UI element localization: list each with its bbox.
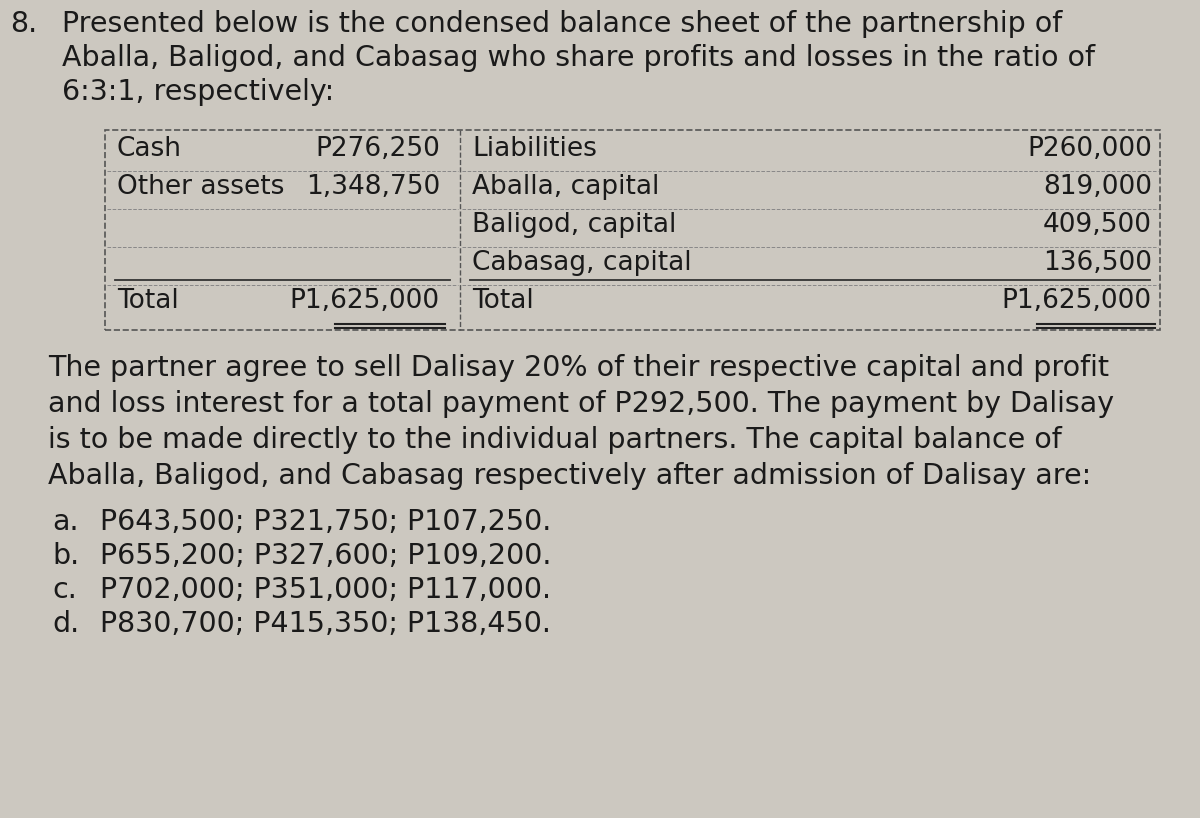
Text: Baligod, capital: Baligod, capital — [472, 212, 677, 238]
Text: P655,200; P327,600; P109,200.: P655,200; P327,600; P109,200. — [100, 542, 552, 570]
Text: P276,250: P276,250 — [316, 136, 440, 162]
Text: Liabilities: Liabilities — [472, 136, 596, 162]
Text: Cash: Cash — [118, 136, 182, 162]
Text: 409,500: 409,500 — [1043, 212, 1152, 238]
Text: Aballa, Baligod, and Cabasag who share profits and losses in the ratio of: Aballa, Baligod, and Cabasag who share p… — [62, 44, 1096, 72]
Text: The partner agree to sell Dalisay 20% of their respective capital and profit: The partner agree to sell Dalisay 20% of… — [48, 354, 1109, 382]
Text: and loss interest for a total payment of P292,500. The payment by Dalisay: and loss interest for a total payment of… — [48, 390, 1114, 418]
Text: Cabasag, capital: Cabasag, capital — [472, 250, 691, 276]
Text: P260,000: P260,000 — [1027, 136, 1152, 162]
Text: P830,700; P415,350; P138,450.: P830,700; P415,350; P138,450. — [100, 610, 551, 638]
Text: is to be made directly to the individual partners. The capital balance of: is to be made directly to the individual… — [48, 426, 1062, 454]
Text: Other assets: Other assets — [118, 174, 284, 200]
Text: c.: c. — [52, 576, 77, 604]
Text: 6:3:1, respectively:: 6:3:1, respectively: — [62, 78, 335, 106]
Text: d.: d. — [52, 610, 79, 638]
Text: 1,348,750: 1,348,750 — [306, 174, 440, 200]
Bar — [106, 130, 1160, 330]
Text: Presented below is the condensed balance sheet of the partnership of: Presented below is the condensed balance… — [62, 10, 1062, 38]
Text: P702,000; P351,000; P117,000.: P702,000; P351,000; P117,000. — [100, 576, 551, 604]
Text: P1,625,000: P1,625,000 — [1002, 288, 1152, 314]
Text: b.: b. — [52, 542, 79, 570]
Text: 819,000: 819,000 — [1043, 174, 1152, 200]
Text: Total: Total — [472, 288, 534, 314]
Text: Total: Total — [118, 288, 179, 314]
Text: a.: a. — [52, 508, 79, 536]
Text: Aballa, capital: Aballa, capital — [472, 174, 659, 200]
Text: P643,500; P321,750; P107,250.: P643,500; P321,750; P107,250. — [100, 508, 551, 536]
Text: 136,500: 136,500 — [1043, 250, 1152, 276]
Text: Aballa, Baligod, and Cabasag respectively after admission of Dalisay are:: Aballa, Baligod, and Cabasag respectivel… — [48, 462, 1091, 490]
Text: P1,625,000: P1,625,000 — [290, 288, 440, 314]
Text: 8.: 8. — [10, 10, 37, 38]
